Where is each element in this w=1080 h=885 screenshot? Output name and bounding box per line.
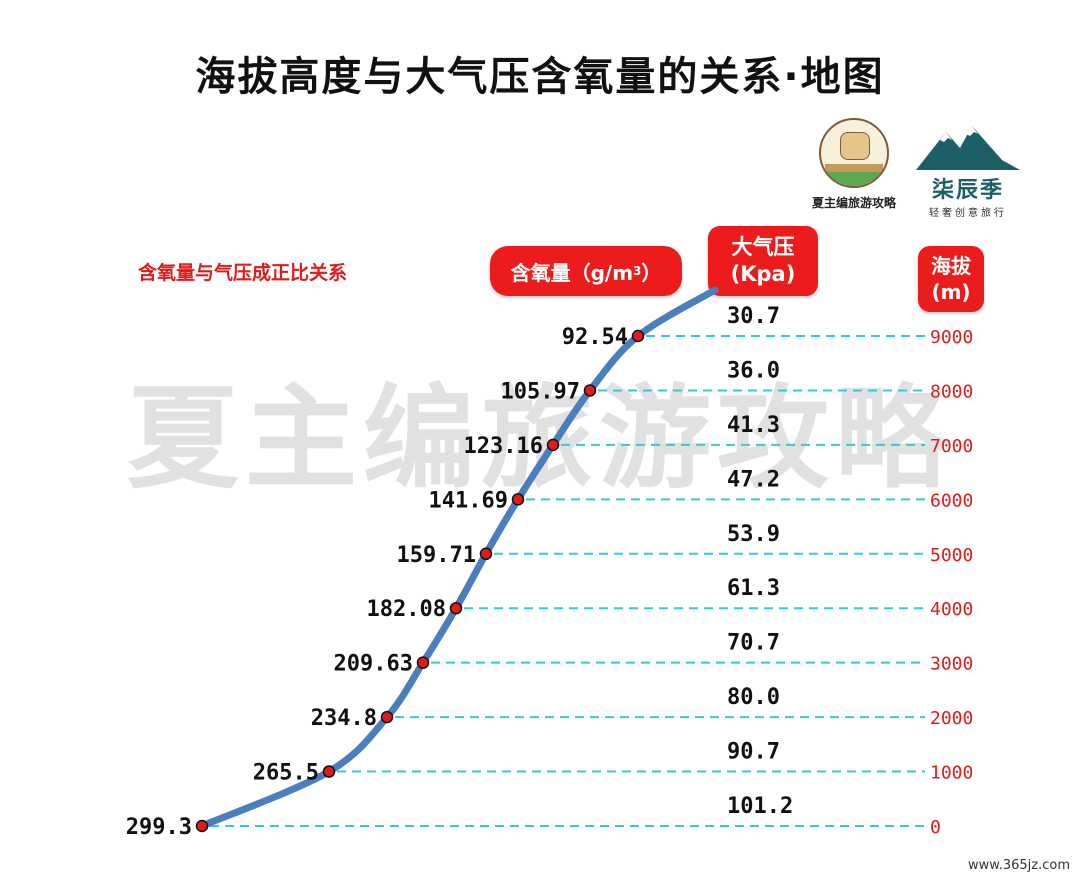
oxygen-label-3000: 209.63 xyxy=(334,652,413,677)
pressure-label-0: 101.2 xyxy=(727,794,793,819)
altitude-label-6000: 6000 xyxy=(930,490,973,511)
oxygen-label-2000: 234.8 xyxy=(311,706,377,731)
altitude-label-9000: 9000 xyxy=(930,327,973,348)
data-point-0 xyxy=(195,819,209,833)
brand-logo-xia: 夏主编旅游攻略 xyxy=(806,118,902,211)
oxygen-label-1000: 265.5 xyxy=(253,761,319,786)
altitude-label-5000: 5000 xyxy=(930,545,973,566)
oxygen-label-8000: 105.97 xyxy=(501,379,580,404)
chart-title: 海拔高度与大气压含氧量的关系·地图 xyxy=(195,54,885,100)
altitude-header-line1: 海拔 xyxy=(931,254,971,278)
brand-subtitle: 轻奢创意旅行 xyxy=(929,208,1007,219)
brand-caption: 夏主编旅游攻略 xyxy=(811,196,896,210)
brand-name: 柒辰季 xyxy=(931,178,1004,203)
pressure-label-7000: 41.3 xyxy=(727,413,780,438)
pressure-label-2000: 80.0 xyxy=(727,685,780,710)
pressure-label-6000: 47.2 xyxy=(727,467,780,492)
oxygen-label-6000: 141.69 xyxy=(429,488,508,513)
oxygen-label-7000: 123.16 xyxy=(464,434,543,459)
cartoon-mascot-icon xyxy=(819,118,889,188)
altitude-label-7000: 7000 xyxy=(930,436,973,457)
data-point-6000 xyxy=(511,493,525,506)
pressure-label-1000: 90.7 xyxy=(727,740,780,765)
altitude-label-0: 0 xyxy=(930,817,941,838)
mountain-icon xyxy=(916,126,1020,170)
altitude-label-4000: 4000 xyxy=(930,599,973,620)
oxygen-label-0: 299.3 xyxy=(126,815,192,840)
pressure-label-4000: 61.3 xyxy=(727,576,780,601)
oxygen-label-5000: 159.71 xyxy=(397,543,476,568)
data-point-5000 xyxy=(479,547,493,561)
oxygen-header-text: 含氧量（g/m xyxy=(510,260,634,285)
oxygen-header-sup: 3 xyxy=(633,264,642,278)
oxygen-label-4000: 182.08 xyxy=(367,597,446,622)
oxygen-label-9000: 92.54 xyxy=(562,325,628,350)
data-point-3000 xyxy=(416,656,430,669)
pressure-header: 大气压 (Kpa) xyxy=(708,226,818,296)
pressure-label-8000: 36.0 xyxy=(727,358,780,383)
data-point-7000 xyxy=(546,438,560,452)
data-point-9000 xyxy=(631,329,645,343)
data-point-2000 xyxy=(380,710,394,724)
altitude-label-1000: 1000 xyxy=(930,763,973,784)
altitude-header-line2: (m) xyxy=(931,280,971,304)
pressure-label-3000: 70.7 xyxy=(727,631,780,656)
brand-logo-qichenji: 柒辰季 轻奢创意旅行 xyxy=(912,120,1024,219)
data-point-1000 xyxy=(322,765,336,778)
oxygen-header: 含氧量（g/m 3） xyxy=(490,246,682,296)
altitude-label-2000: 2000 xyxy=(930,708,973,729)
pressure-label-9000: 30.7 xyxy=(727,304,780,329)
data-point-4000 xyxy=(449,601,463,615)
altitude-label-8000: 8000 xyxy=(930,381,973,402)
pressure-header-line1: 大气压 xyxy=(731,235,795,259)
proportional-note: 含氧量与气压成正比关系 xyxy=(138,262,348,284)
pressure-header-line2: (Kpa) xyxy=(730,262,796,286)
oxygen-header-close: ） xyxy=(641,260,662,285)
footer-url: www.365jz.com xyxy=(968,858,1070,873)
altitude-header: 海拔 (m) xyxy=(918,246,984,312)
data-point-8000 xyxy=(583,384,597,397)
altitude-label-3000: 3000 xyxy=(930,654,973,675)
pressure-label-5000: 53.9 xyxy=(727,522,780,547)
